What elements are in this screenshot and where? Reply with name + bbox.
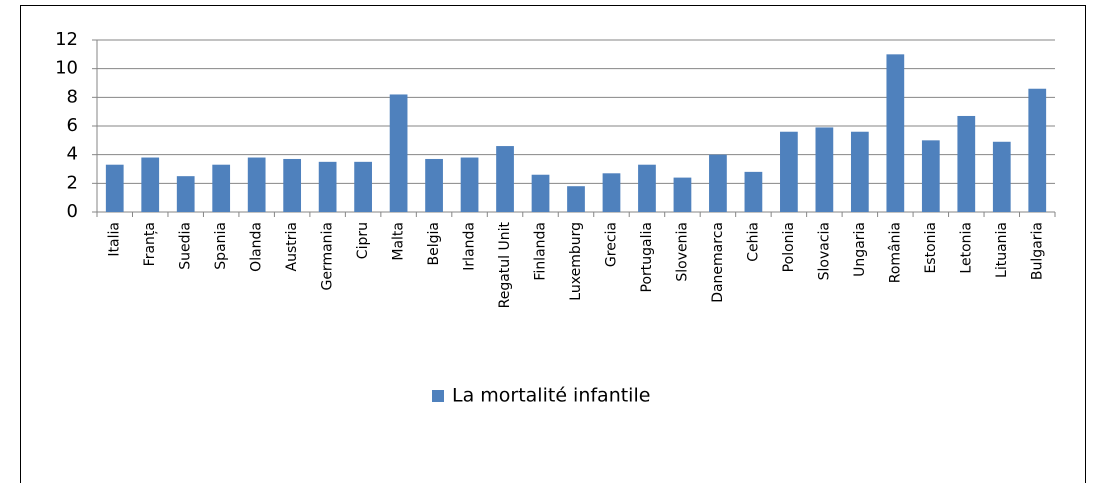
x-tick-label: Spania: [213, 222, 229, 270]
bar: [318, 161, 337, 212]
y-tick-label: 8: [67, 86, 78, 107]
x-tick-label: Letonia: [958, 222, 974, 274]
bar: [602, 173, 621, 212]
x-tick-label: Germania: [320, 222, 336, 291]
y-tick-label: 2: [67, 172, 78, 193]
x-tick-label: Cehia: [745, 222, 761, 262]
bar: [105, 164, 124, 212]
x-tick-label: Cipru: [355, 222, 371, 259]
x-tick-label: Danemarca: [710, 222, 726, 303]
x-tick-label: Lituania: [994, 222, 1010, 278]
bar: [638, 164, 656, 212]
bar: [247, 157, 266, 212]
bar: [780, 131, 798, 212]
bar: [815, 127, 834, 212]
y-tick-label: 4: [67, 144, 78, 165]
x-tick-label: Regatul Unit: [497, 222, 513, 309]
bar: [886, 54, 905, 213]
x-tick-label: Austria: [284, 222, 300, 271]
x-tick-label: Irlanda: [462, 222, 478, 271]
legend-swatch: [432, 390, 444, 402]
x-tick-label: Polonia: [781, 222, 797, 272]
bar: [389, 94, 408, 212]
x-tick-label: Suedia: [178, 222, 194, 270]
x-tick-label: Finlanda: [533, 222, 549, 281]
y-tick-label: 12: [55, 29, 78, 50]
x-tick-label: Franța: [142, 222, 158, 266]
x-tick-label: România: [887, 222, 903, 283]
bar: [531, 174, 550, 212]
x-tick-label: Belgia: [426, 222, 442, 265]
x-tick-label: Ungaria: [852, 222, 868, 277]
bar: [992, 141, 1011, 212]
bar: [957, 115, 976, 212]
legend-label: La mortalité infantile: [452, 385, 650, 407]
y-tick-label: 0: [67, 201, 78, 222]
x-tick-label: Luxemburg: [568, 222, 584, 301]
bar: [212, 164, 231, 212]
bar: [709, 154, 727, 212]
bar: [673, 177, 692, 212]
x-tick-label: Bulgaria: [1029, 222, 1045, 280]
x-tick-label: Olanda: [249, 222, 265, 272]
x-tick-label: Malta: [391, 222, 407, 261]
y-tick-label: 6: [67, 115, 78, 136]
y-tick-label: 10: [55, 58, 78, 79]
bar: [921, 140, 940, 212]
bar: [567, 186, 585, 212]
bar: [1028, 88, 1047, 212]
bar: [176, 176, 195, 212]
x-tick-label: Italia: [107, 222, 123, 257]
x-tick-label: Estonia: [923, 222, 939, 274]
chart-frame: [20, 5, 1086, 483]
bar: [141, 157, 160, 212]
bar: [354, 161, 372, 212]
bar: [283, 158, 302, 212]
bar: [425, 158, 443, 212]
bar: [496, 146, 514, 212]
bar: [460, 157, 479, 212]
x-tick-label: Grecia: [603, 222, 619, 267]
bar: [850, 131, 869, 212]
x-tick-label: Slovenia: [674, 222, 690, 282]
bar: [744, 171, 763, 212]
x-tick-label: Slovacia: [816, 222, 832, 280]
x-tick-label: Portugalia: [639, 222, 655, 292]
